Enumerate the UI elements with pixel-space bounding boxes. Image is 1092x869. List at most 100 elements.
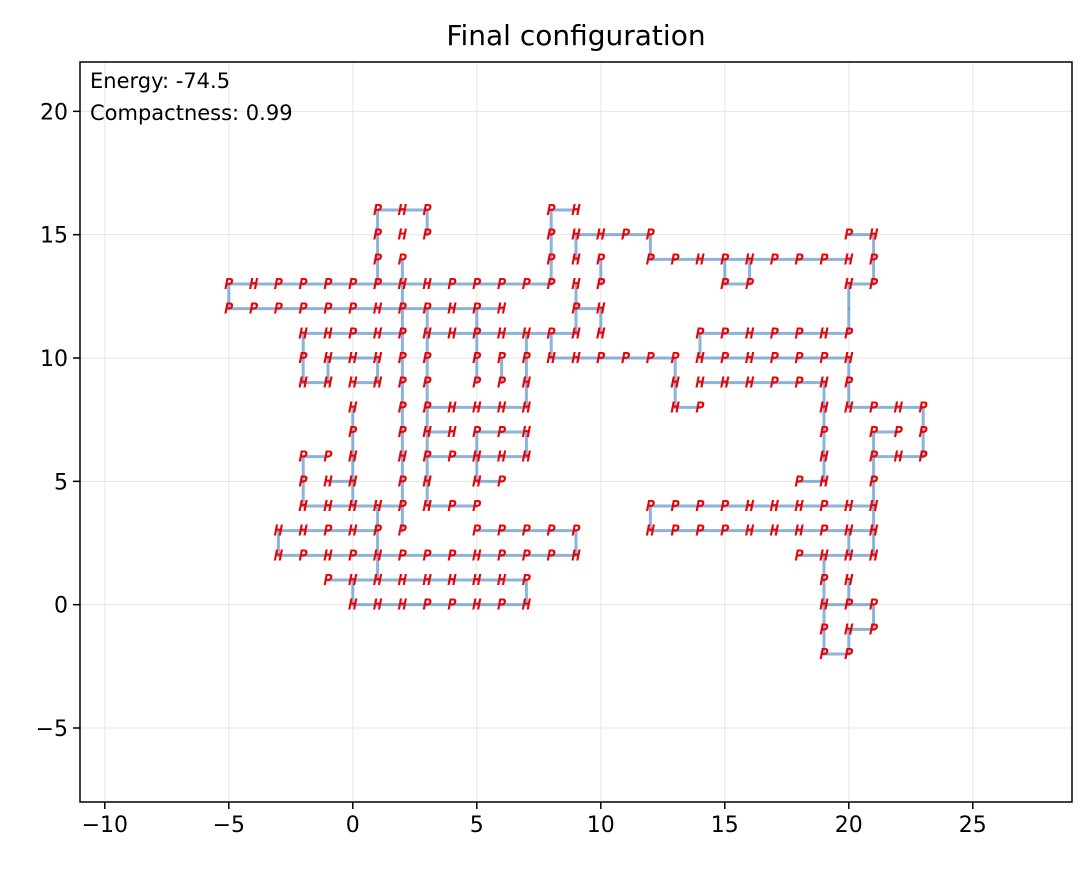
residue-label: H <box>372 349 383 367</box>
residue-label: H <box>248 275 259 293</box>
residue-label: H <box>521 398 532 416</box>
residue-label: P <box>348 275 357 293</box>
residue-label: H <box>372 546 383 564</box>
residue-label: P <box>224 275 233 293</box>
residue-label: H <box>372 571 383 589</box>
residue-label: H <box>521 596 532 614</box>
residue-label: H <box>496 324 507 342</box>
residue-label: P <box>547 546 556 564</box>
residue-label: P <box>497 423 506 441</box>
residue-label: P <box>373 522 382 540</box>
residue-label: P <box>447 448 456 466</box>
residue-label: H <box>843 546 854 564</box>
residue-label: H <box>818 324 829 342</box>
residue-label: P <box>348 546 357 564</box>
residue-label: P <box>844 645 853 663</box>
residue-label: H <box>843 275 854 293</box>
residue-label: P <box>472 324 481 342</box>
residue-label: H <box>322 497 333 515</box>
residue-label: P <box>621 349 630 367</box>
residue-label: P <box>844 226 853 244</box>
residue-label: H <box>347 448 358 466</box>
residue-label: P <box>373 275 382 293</box>
residue-label: P <box>795 374 804 392</box>
residue-label: H <box>471 448 482 466</box>
residue-label: H <box>471 546 482 564</box>
residue-label: P <box>547 324 556 342</box>
residue-label: H <box>595 300 606 318</box>
residue-label: H <box>446 423 457 441</box>
residue-label: P <box>819 423 828 441</box>
residue-label: P <box>423 201 432 219</box>
residue-label: P <box>472 522 481 540</box>
residue-label: H <box>298 324 309 342</box>
residue-label: H <box>521 448 532 466</box>
residue-label: H <box>347 571 358 589</box>
residue-label: P <box>770 349 779 367</box>
residue-label: H <box>769 522 780 540</box>
residue-label: P <box>423 300 432 318</box>
residue-label: P <box>522 571 531 589</box>
residue-label: P <box>671 250 680 268</box>
residue-label: H <box>570 250 581 268</box>
residue-label: P <box>795 472 804 490</box>
residue-label: P <box>398 349 407 367</box>
residue-label: P <box>795 250 804 268</box>
residue-label: H <box>372 324 383 342</box>
residue-label: H <box>298 497 309 515</box>
residue-label: H <box>843 497 854 515</box>
residue-label: P <box>844 374 853 392</box>
x-tick-label: −5 <box>213 813 245 838</box>
residue-label: H <box>298 374 309 392</box>
residue-label: P <box>472 300 481 318</box>
residue-label: H <box>521 324 532 342</box>
residue-label: P <box>497 349 506 367</box>
residue-label: P <box>323 571 332 589</box>
residue-label: H <box>843 620 854 638</box>
residue-label: P <box>869 250 878 268</box>
residue-label: H <box>595 324 606 342</box>
residue-label: H <box>818 472 829 490</box>
residue-label: H <box>818 596 829 614</box>
residue-label: H <box>273 546 284 564</box>
residue-label: H <box>471 472 482 490</box>
residue-label: H <box>298 522 309 540</box>
residue-label: P <box>497 596 506 614</box>
residue-label: H <box>744 497 755 515</box>
residue-label: H <box>397 226 408 244</box>
x-tick-label: −10 <box>82 813 128 838</box>
residue-label: P <box>547 250 556 268</box>
residue-label: H <box>347 522 358 540</box>
residue-label: P <box>522 275 531 293</box>
residue-label: P <box>472 374 481 392</box>
residue-label: H <box>372 300 383 318</box>
residue-label: H <box>347 398 358 416</box>
residue-label: H <box>397 571 408 589</box>
y-tick-label: 15 <box>40 224 68 249</box>
residue-label: H <box>273 522 284 540</box>
residue-label: P <box>398 522 407 540</box>
x-axis: −10 −5 0 5 10 15 20 25 <box>82 802 987 838</box>
residue-label: P <box>819 645 828 663</box>
residue-label: P <box>720 349 729 367</box>
residue-label: P <box>720 324 729 342</box>
residue-label: H <box>570 226 581 244</box>
residue-label: P <box>522 522 531 540</box>
residue-label: P <box>373 226 382 244</box>
residue-label: P <box>299 300 308 318</box>
residue-label: P <box>323 300 332 318</box>
residue-label: P <box>819 571 828 589</box>
residue-label: H <box>570 349 581 367</box>
residue-label: H <box>496 398 507 416</box>
residue-label: P <box>819 620 828 638</box>
residue-label: P <box>844 596 853 614</box>
residue-label: P <box>497 374 506 392</box>
residue-label: H <box>843 571 854 589</box>
residue-label: P <box>522 349 531 367</box>
residue-label: H <box>397 275 408 293</box>
residue-label: H <box>347 596 358 614</box>
residue-label: P <box>373 201 382 219</box>
residue-label: P <box>819 349 828 367</box>
y-tick-label: 10 <box>40 347 68 372</box>
y-tick-label: 0 <box>54 594 68 619</box>
